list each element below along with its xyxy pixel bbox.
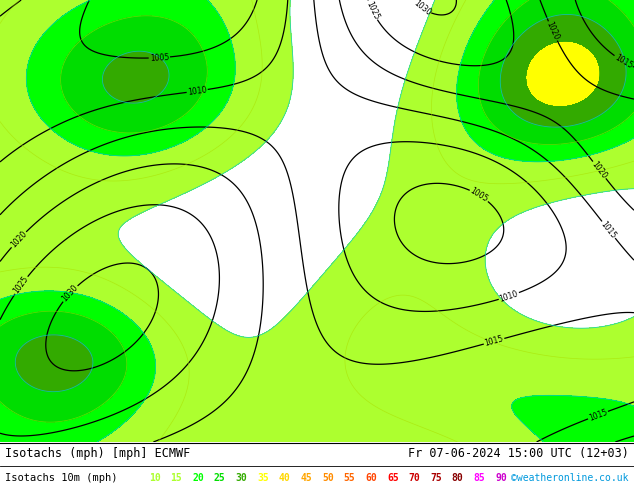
Text: 55: 55 [344, 473, 356, 484]
Text: 10: 10 [149, 473, 161, 484]
Text: 70: 70 [408, 473, 420, 484]
Text: 1030: 1030 [60, 283, 80, 304]
Text: Isotachs (mph) [mph] ECMWF: Isotachs (mph) [mph] ECMWF [5, 447, 190, 461]
Text: 1010: 1010 [187, 85, 207, 97]
Text: Isotachs 10m (mph): Isotachs 10m (mph) [5, 473, 117, 484]
Text: 1015: 1015 [613, 52, 634, 70]
Text: 1025: 1025 [364, 0, 380, 21]
Text: 1015: 1015 [484, 334, 505, 348]
Text: 75: 75 [430, 473, 442, 484]
Text: 30: 30 [235, 473, 247, 484]
Text: 1030: 1030 [411, 0, 432, 17]
Text: 90: 90 [495, 473, 507, 484]
Text: 50: 50 [322, 473, 333, 484]
Text: 1020: 1020 [590, 160, 609, 180]
Text: 1025: 1025 [12, 275, 30, 295]
Text: 1020: 1020 [545, 21, 561, 42]
Text: ©weatheronline.co.uk: ©weatheronline.co.uk [512, 473, 629, 484]
Text: 1015: 1015 [587, 408, 609, 423]
Text: 1015: 1015 [599, 220, 618, 240]
Text: 45: 45 [301, 473, 312, 484]
Text: 40: 40 [279, 473, 290, 484]
Text: 60: 60 [365, 473, 377, 484]
Text: 65: 65 [387, 473, 399, 484]
Text: 1005: 1005 [469, 186, 490, 204]
Text: 1020: 1020 [9, 229, 29, 249]
Text: Fr 07-06-2024 15:00 UTC (12+03): Fr 07-06-2024 15:00 UTC (12+03) [408, 447, 629, 461]
Text: 15: 15 [171, 473, 183, 484]
Text: 35: 35 [257, 473, 269, 484]
Text: 25: 25 [214, 473, 226, 484]
Text: 1005: 1005 [150, 52, 169, 63]
Text: 1010: 1010 [498, 289, 519, 303]
Text: 80: 80 [452, 473, 463, 484]
Text: 20: 20 [192, 473, 204, 484]
Text: 85: 85 [474, 473, 485, 484]
